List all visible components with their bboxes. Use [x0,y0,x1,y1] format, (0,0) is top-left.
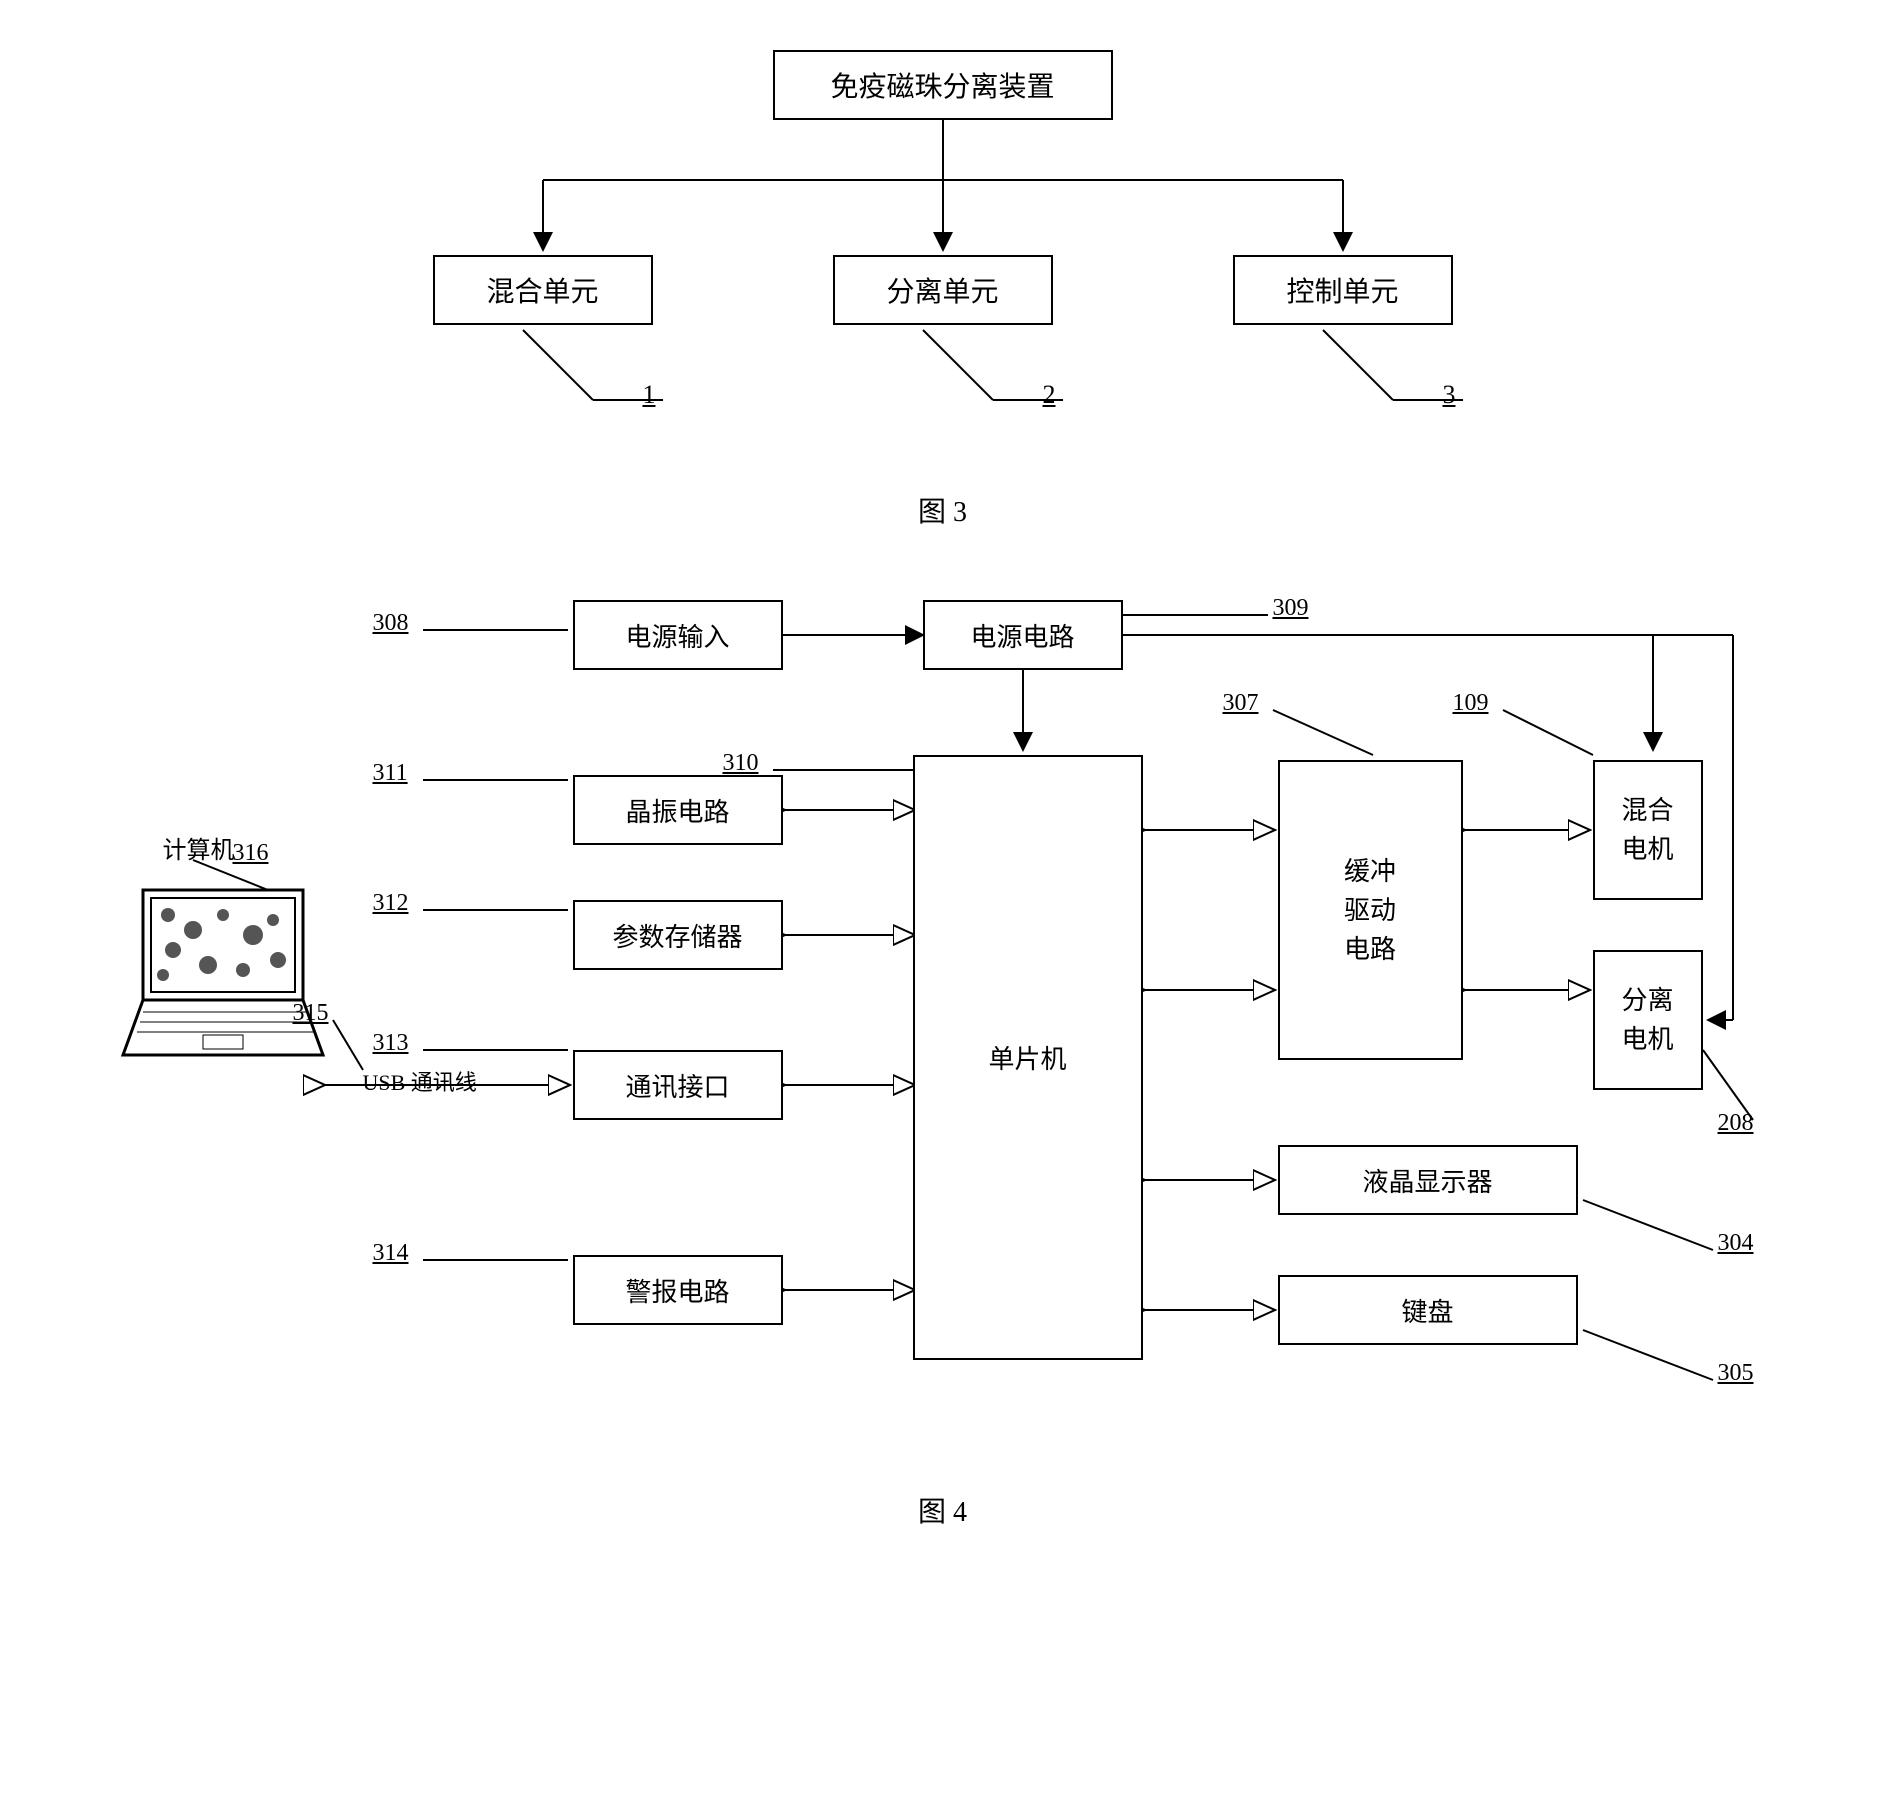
node-305: 键盘 [1278,1275,1578,1345]
num-311: 311 [373,760,408,787]
node-208-label: 分离电机 [1622,981,1674,1059]
node-304: 液晶显示器 [1278,1145,1578,1215]
node-314-label: 警报电路 [625,1272,729,1309]
fig3-child-1: 分离单元 [833,255,1053,325]
node-307-label: 缓冲驱动电路 [1344,852,1396,969]
computer-label: 计算机 [163,830,235,865]
fig3-num-2: 3 [1443,380,1456,410]
node-312-label: 参数存储器 [612,917,742,954]
fig3-child-2-label: 控制单元 [1286,270,1398,310]
num-310: 310 [723,750,759,777]
fig3-root-box: 免疫磁珠分离装置 [773,50,1113,120]
num-208: 208 [1718,1110,1754,1137]
num-307: 307 [1223,690,1259,717]
node-309: 电源电路 [923,600,1123,670]
node-109-label: 混合电机 [1622,791,1674,869]
usb-label: USB 通讯线 [363,1065,477,1097]
num-309: 309 [1273,595,1309,622]
node-310: 单片机 [913,755,1143,1360]
node-308-label: 电源输入 [625,617,729,654]
node-305-label: 键盘 [1401,1292,1453,1329]
node-314: 警报电路 [573,1255,783,1325]
node-304-label: 液晶显示器 [1362,1162,1492,1199]
fig3-caption: 图 3 [40,490,1845,530]
num-304: 304 [1718,1230,1754,1257]
node-310-label: 单片机 [988,1039,1066,1076]
node-313: 通讯接口 [573,1050,783,1120]
fig3-root-label: 免疫磁珠分离装置 [830,65,1054,105]
fig3-child-0: 混合单元 [433,255,653,325]
fig3-num-0: 1 [643,380,656,410]
num-305: 305 [1718,1360,1754,1387]
fig3-child-0-label: 混合单元 [486,270,598,310]
node-307: 缓冲驱动电路 [1278,760,1463,1060]
num-316-show: 316 [233,840,269,867]
node-313-label: 通讯接口 [625,1067,729,1104]
node-309-label: 电源电路 [970,617,1074,654]
node-208: 分离电机 [1593,950,1703,1090]
fig3-num-1: 2 [1043,380,1056,410]
fig3-child-1-label: 分离单元 [886,270,998,310]
num-308: 308 [373,610,409,637]
num-313: 313 [373,1030,409,1057]
num-314: 314 [373,1240,409,1267]
num-109: 109 [1453,690,1489,717]
num-312: 312 [373,890,409,917]
fig3-child-2: 控制单元 [1233,255,1453,325]
node-109: 混合电机 [1593,760,1703,900]
node-308: 电源输入 [573,600,783,670]
node-312: 参数存储器 [573,900,783,970]
node-311-label: 晶振电路 [625,792,729,829]
fig4-caption: 图 4 [40,1490,1845,1530]
num-315: 315 [293,1000,329,1027]
figure-4: 电源输入 电源电路 单片机 晶振电路 参数存储器 通讯接口 警报电路 缓冲驱动电… [93,560,1793,1460]
node-311: 晶振电路 [573,775,783,845]
figure-3: 免疫磁珠分离装置 混合单元 分离单元 控制单元 1 2 3 [243,40,1643,460]
